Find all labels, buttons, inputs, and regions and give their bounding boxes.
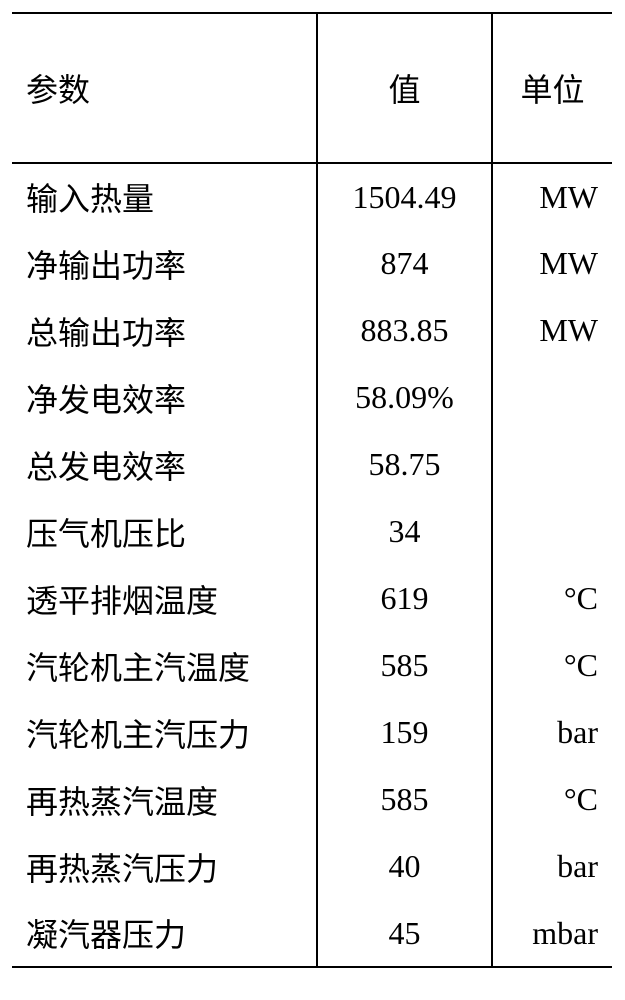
cell-param: 透平排烟温度 <box>12 565 317 632</box>
cell-value: 619 <box>317 565 492 632</box>
cell-value: 874 <box>317 230 492 297</box>
table-row: 总输出功率883.85MW <box>12 297 612 364</box>
parameters-table: 参数值单位输入热量1504.49MW净输出功率874MW总输出功率883.85M… <box>12 12 612 968</box>
cell-value: 40 <box>317 833 492 900</box>
cell-value: 58.09% <box>317 364 492 431</box>
table-row: 凝汽器压力45mbar <box>12 900 612 967</box>
cell-unit <box>492 364 612 431</box>
table-row: 再热蒸汽温度585°C <box>12 766 612 833</box>
cell-value: 45 <box>317 900 492 967</box>
cell-value: 34 <box>317 498 492 565</box>
table-header-row: 参数值单位 <box>12 13 612 163</box>
table-row: 透平排烟温度619°C <box>12 565 612 632</box>
cell-unit: °C <box>492 565 612 632</box>
cell-unit <box>492 431 612 498</box>
cell-param: 总输出功率 <box>12 297 317 364</box>
table-row: 输入热量1504.49MW <box>12 163 612 230</box>
cell-unit: MW <box>492 230 612 297</box>
cell-unit <box>492 498 612 565</box>
cell-param: 再热蒸汽温度 <box>12 766 317 833</box>
cell-param: 总发电效率 <box>12 431 317 498</box>
cell-unit: °C <box>492 632 612 699</box>
cell-value: 159 <box>317 699 492 766</box>
table-row: 汽轮机主汽温度585°C <box>12 632 612 699</box>
table-container: 参数值单位输入热量1504.49MW净输出功率874MW总输出功率883.85M… <box>0 0 625 980</box>
cell-param: 压气机压比 <box>12 498 317 565</box>
table-row: 汽轮机主汽压力159bar <box>12 699 612 766</box>
cell-unit: MW <box>492 163 612 230</box>
cell-param: 净输出功率 <box>12 230 317 297</box>
cell-param: 再热蒸汽压力 <box>12 833 317 900</box>
cell-value: 1504.49 <box>317 163 492 230</box>
cell-unit: bar <box>492 833 612 900</box>
table-row: 压气机压比34 <box>12 498 612 565</box>
table-row: 再热蒸汽压力40bar <box>12 833 612 900</box>
cell-param: 输入热量 <box>12 163 317 230</box>
header-value: 值 <box>317 13 492 163</box>
cell-param: 净发电效率 <box>12 364 317 431</box>
cell-unit: MW <box>492 297 612 364</box>
cell-param: 汽轮机主汽温度 <box>12 632 317 699</box>
table-row: 净输出功率874MW <box>12 230 612 297</box>
cell-value: 58.75 <box>317 431 492 498</box>
cell-value: 883.85 <box>317 297 492 364</box>
cell-value: 585 <box>317 632 492 699</box>
cell-unit: mbar <box>492 900 612 967</box>
cell-unit: bar <box>492 699 612 766</box>
cell-param: 凝汽器压力 <box>12 900 317 967</box>
cell-unit: °C <box>492 766 612 833</box>
table-row: 总发电效率58.75 <box>12 431 612 498</box>
header-param: 参数 <box>12 13 317 163</box>
cell-value: 585 <box>317 766 492 833</box>
cell-param: 汽轮机主汽压力 <box>12 699 317 766</box>
table-row: 净发电效率58.09% <box>12 364 612 431</box>
header-unit: 单位 <box>492 13 612 163</box>
